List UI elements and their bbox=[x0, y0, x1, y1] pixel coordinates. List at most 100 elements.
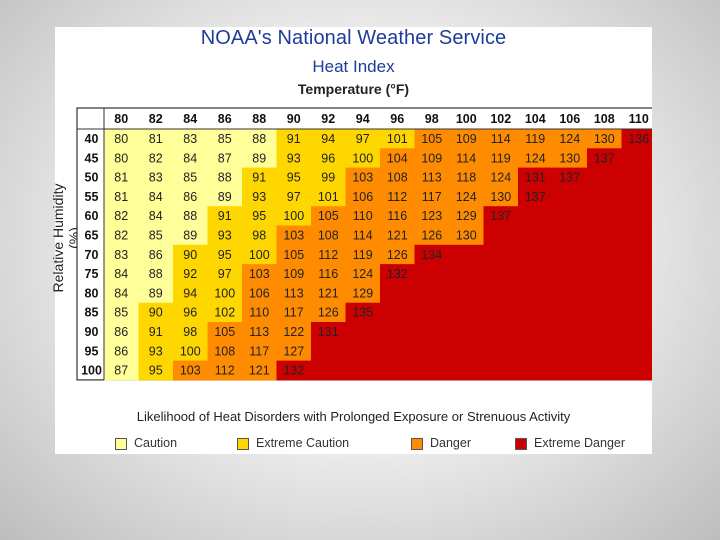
heat-cell bbox=[276, 167, 312, 188]
heat-index-value: 82 bbox=[114, 229, 128, 243]
legend-label-extreme-caution: Extreme Caution bbox=[256, 436, 350, 450]
heat-cell bbox=[173, 186, 208, 207]
heat-index-value: 130 bbox=[594, 132, 615, 146]
heat-cell bbox=[345, 148, 381, 169]
heat-index-value: 137 bbox=[559, 171, 580, 185]
heat-index-value: 121 bbox=[387, 229, 408, 243]
heat-cell bbox=[380, 244, 415, 265]
heat-index-value: 130 bbox=[490, 190, 511, 204]
heat-cell bbox=[621, 148, 652, 169]
heat-cell bbox=[276, 186, 312, 207]
heat-index-value: 86 bbox=[183, 190, 197, 204]
humidity-label: 100 bbox=[81, 364, 102, 378]
heat-cell bbox=[345, 167, 381, 188]
heat-cell bbox=[449, 206, 484, 226]
humidity-label: 60 bbox=[85, 209, 99, 223]
heat-cell bbox=[621, 186, 652, 207]
heat-cell bbox=[518, 167, 553, 188]
heat-cell bbox=[345, 186, 381, 207]
heat-index-value: 80 bbox=[114, 132, 128, 146]
heat-cell bbox=[207, 244, 243, 265]
heat-index-value: 124 bbox=[559, 132, 580, 146]
heat-index-value: 103 bbox=[249, 267, 270, 281]
heat-cell bbox=[207, 186, 243, 207]
heat-index-value: 129 bbox=[456, 209, 477, 223]
heat-cell bbox=[587, 283, 622, 304]
heat-cell bbox=[345, 302, 381, 323]
heat-cell bbox=[621, 206, 652, 226]
heat-index-value: 112 bbox=[215, 364, 235, 378]
heat-cell bbox=[207, 225, 243, 246]
temperature-label: 86 bbox=[218, 112, 232, 126]
heat-index-value: 84 bbox=[114, 267, 128, 281]
heat-index-value: 112 bbox=[318, 248, 338, 262]
heat-cell bbox=[207, 264, 243, 284]
humidity-label: 40 bbox=[85, 132, 99, 146]
heat-cell bbox=[207, 148, 243, 169]
heat-cell bbox=[173, 264, 208, 284]
heat-cell bbox=[242, 322, 277, 342]
heat-index-value: 86 bbox=[114, 325, 128, 339]
heat-index-value: 80 bbox=[114, 151, 128, 165]
heat-index-value: 98 bbox=[183, 325, 197, 339]
heat-cell bbox=[621, 322, 652, 342]
heat-cell bbox=[552, 186, 588, 207]
heat-cell bbox=[449, 322, 484, 342]
heat-index-value: 101 bbox=[318, 190, 339, 204]
heat-index-value: 94 bbox=[183, 286, 197, 300]
temperature-label: 92 bbox=[321, 112, 335, 126]
heat-cell bbox=[311, 167, 346, 188]
heat-cell bbox=[207, 206, 243, 226]
heat-cell bbox=[552, 129, 588, 149]
heat-index-value: 137 bbox=[525, 190, 546, 204]
humidity-label: 95 bbox=[85, 344, 99, 358]
heat-index-value: 106 bbox=[249, 286, 270, 300]
heat-index-value: 108 bbox=[214, 344, 235, 358]
heat-index-value: 126 bbox=[421, 229, 442, 243]
heat-cell bbox=[380, 167, 415, 188]
heat-index-value: 137 bbox=[490, 209, 511, 223]
heat-cell bbox=[621, 302, 652, 323]
heat-index-value: 94 bbox=[321, 132, 335, 146]
heat-cell bbox=[173, 302, 208, 323]
heat-cell bbox=[380, 360, 415, 381]
heat-cell bbox=[276, 283, 312, 304]
chart-subtitle: Heat Index bbox=[312, 57, 395, 76]
heat-cell bbox=[380, 322, 415, 342]
heat-index-value: 114 bbox=[456, 151, 476, 165]
heat-cell bbox=[414, 360, 450, 381]
heat-cell bbox=[587, 129, 622, 149]
heat-cell bbox=[449, 225, 484, 246]
heat-cell bbox=[242, 283, 277, 304]
temperature-label: 98 bbox=[425, 112, 439, 126]
temperature-label: 108 bbox=[594, 112, 615, 126]
heat-cell bbox=[380, 186, 415, 207]
heat-index-value: 132 bbox=[283, 364, 304, 378]
heat-cell bbox=[242, 148, 277, 169]
heat-cell bbox=[552, 264, 588, 284]
heat-cell bbox=[587, 264, 622, 284]
heat-index-value: 93 bbox=[252, 190, 266, 204]
heat-cell bbox=[414, 264, 450, 284]
heat-index-value: 127 bbox=[283, 344, 304, 358]
heat-index-value: 100 bbox=[352, 151, 373, 165]
heat-cell bbox=[104, 283, 139, 304]
heat-cell bbox=[518, 206, 553, 226]
heat-cell bbox=[345, 283, 381, 304]
heat-index-value: 130 bbox=[559, 151, 580, 165]
heat-index-value: 99 bbox=[321, 171, 335, 185]
temperature-label: 96 bbox=[390, 112, 404, 126]
heat-index-value: 135 bbox=[352, 306, 373, 320]
heat-index-value: 85 bbox=[149, 229, 163, 243]
humidity-label: 75 bbox=[85, 267, 99, 281]
heat-cell bbox=[173, 360, 208, 381]
heat-index-value: 88 bbox=[252, 132, 266, 146]
heat-index-value: 108 bbox=[387, 171, 408, 185]
heat-cell bbox=[311, 206, 346, 226]
heat-cell bbox=[414, 283, 450, 304]
heat-index-value: 87 bbox=[218, 151, 232, 165]
heat-index-table: 80 82 84 86 88 90 92 94 96 98 100 102 104 106 108 110 40… bbox=[76, 107, 652, 381]
heat-cell bbox=[104, 225, 139, 246]
legend-label-caution: Caution bbox=[134, 436, 178, 450]
heat-cell bbox=[242, 129, 277, 149]
